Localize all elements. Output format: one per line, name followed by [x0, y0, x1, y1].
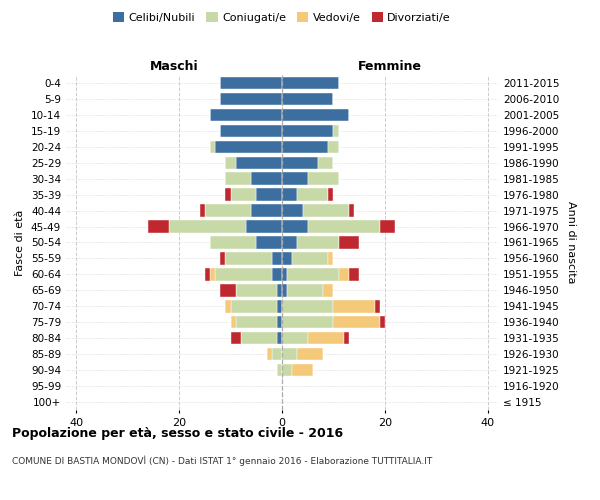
- Bar: [277, 364, 282, 376]
- Bar: [226, 172, 251, 185]
- Bar: [236, 316, 277, 328]
- Bar: [226, 188, 230, 201]
- Bar: [215, 268, 272, 280]
- Bar: [200, 204, 205, 217]
- Bar: [338, 268, 349, 280]
- Text: Popolazione per età, sesso e stato civile - 2016: Popolazione per età, sesso e stato civil…: [12, 428, 343, 440]
- Bar: [349, 204, 354, 217]
- Bar: [241, 332, 277, 344]
- Bar: [277, 332, 282, 344]
- Text: COMUNE DI BASTIA MONDOVÌ (CN) - Dati ISTAT 1° gennaio 2016 - Elaborazione TUTTIT: COMUNE DI BASTIA MONDOVÌ (CN) - Dati IST…: [12, 455, 432, 466]
- Bar: [282, 92, 334, 105]
- Bar: [349, 268, 359, 280]
- Bar: [282, 140, 328, 153]
- Bar: [308, 172, 338, 185]
- Bar: [220, 284, 236, 296]
- Bar: [236, 156, 282, 169]
- Bar: [230, 316, 236, 328]
- Bar: [282, 204, 302, 217]
- Bar: [282, 364, 292, 376]
- Bar: [344, 332, 349, 344]
- Bar: [272, 348, 282, 360]
- Bar: [282, 236, 298, 248]
- Bar: [374, 300, 380, 312]
- Bar: [205, 204, 251, 217]
- Bar: [328, 140, 338, 153]
- Bar: [272, 268, 282, 280]
- Bar: [380, 316, 385, 328]
- Bar: [251, 172, 282, 185]
- Bar: [230, 188, 256, 201]
- Bar: [256, 188, 282, 201]
- Bar: [308, 220, 380, 233]
- Bar: [287, 268, 338, 280]
- Bar: [169, 220, 246, 233]
- Bar: [282, 172, 308, 185]
- Bar: [380, 220, 395, 233]
- Bar: [205, 268, 210, 280]
- Bar: [236, 284, 277, 296]
- Bar: [251, 204, 282, 217]
- Bar: [230, 332, 241, 344]
- Bar: [334, 300, 374, 312]
- Legend: Celibi/Nubili, Coniugati/e, Vedovi/e, Divorziati/e: Celibi/Nubili, Coniugati/e, Vedovi/e, Di…: [109, 8, 455, 28]
- Bar: [292, 364, 313, 376]
- Bar: [282, 348, 298, 360]
- Bar: [282, 332, 308, 344]
- Bar: [220, 252, 226, 264]
- Bar: [282, 156, 318, 169]
- Bar: [282, 252, 292, 264]
- Bar: [210, 236, 256, 248]
- Text: Femmine: Femmine: [358, 60, 422, 72]
- Y-axis label: Fasce di età: Fasce di età: [16, 210, 25, 276]
- Bar: [298, 188, 328, 201]
- Bar: [334, 316, 380, 328]
- Bar: [272, 252, 282, 264]
- Bar: [298, 348, 323, 360]
- Text: Maschi: Maschi: [149, 60, 199, 72]
- Bar: [282, 124, 334, 137]
- Bar: [338, 236, 359, 248]
- Bar: [287, 284, 323, 296]
- Y-axis label: Anni di nascita: Anni di nascita: [566, 201, 576, 284]
- Bar: [298, 236, 338, 248]
- Bar: [226, 252, 272, 264]
- Bar: [282, 108, 349, 121]
- Bar: [220, 77, 282, 89]
- Bar: [318, 156, 334, 169]
- Bar: [323, 284, 334, 296]
- Bar: [302, 204, 349, 217]
- Bar: [328, 252, 334, 264]
- Bar: [282, 188, 298, 201]
- Bar: [277, 316, 282, 328]
- Bar: [292, 252, 328, 264]
- Bar: [282, 284, 287, 296]
- Bar: [282, 77, 338, 89]
- Bar: [230, 300, 277, 312]
- Bar: [210, 108, 282, 121]
- Bar: [226, 156, 236, 169]
- Bar: [282, 220, 308, 233]
- Bar: [277, 300, 282, 312]
- Bar: [148, 220, 169, 233]
- Bar: [215, 140, 282, 153]
- Bar: [220, 124, 282, 137]
- Bar: [220, 92, 282, 105]
- Bar: [226, 300, 230, 312]
- Bar: [256, 236, 282, 248]
- Bar: [308, 332, 344, 344]
- Bar: [277, 284, 282, 296]
- Bar: [266, 348, 272, 360]
- Bar: [282, 316, 334, 328]
- Bar: [282, 300, 334, 312]
- Bar: [210, 268, 215, 280]
- Bar: [246, 220, 282, 233]
- Bar: [210, 140, 215, 153]
- Bar: [282, 268, 287, 280]
- Bar: [334, 124, 338, 137]
- Bar: [328, 188, 334, 201]
